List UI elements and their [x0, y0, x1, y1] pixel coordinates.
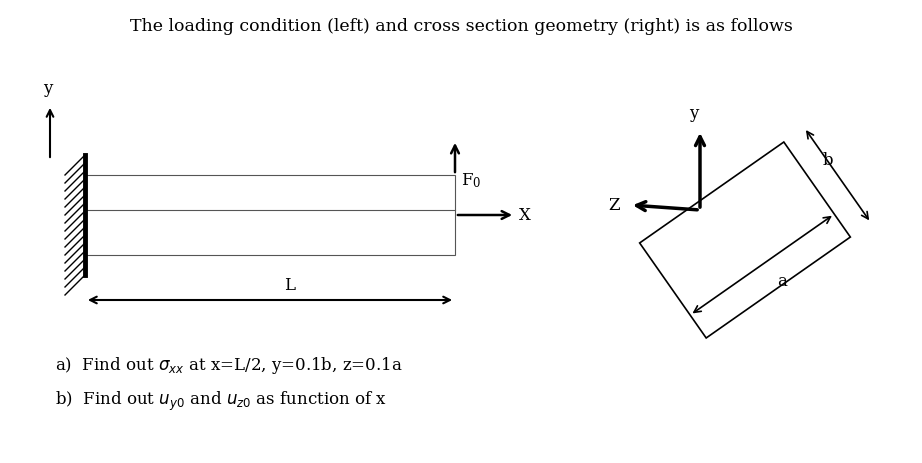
- Text: $\mathregular{F_0}$: $\mathregular{F_0}$: [461, 171, 481, 190]
- Text: b)  Find out $u_{y0}$ and $u_{z0}$ as function of x: b) Find out $u_{y0}$ and $u_{z0}$ as fun…: [55, 390, 387, 413]
- Text: a: a: [777, 273, 787, 289]
- Text: Z: Z: [609, 196, 620, 213]
- Text: y: y: [690, 105, 699, 122]
- Text: b: b: [822, 152, 833, 169]
- Text: L: L: [285, 277, 295, 294]
- Text: X: X: [519, 206, 531, 224]
- Text: y: y: [43, 80, 53, 97]
- Text: a)  Find out $\sigma_{xx}$ at x=L/2, y=0.1b, z=0.1a: a) Find out $\sigma_{xx}$ at x=L/2, y=0.…: [55, 355, 403, 376]
- Text: The loading condition (left) and cross section geometry (right) is as follows: The loading condition (left) and cross s…: [130, 18, 792, 35]
